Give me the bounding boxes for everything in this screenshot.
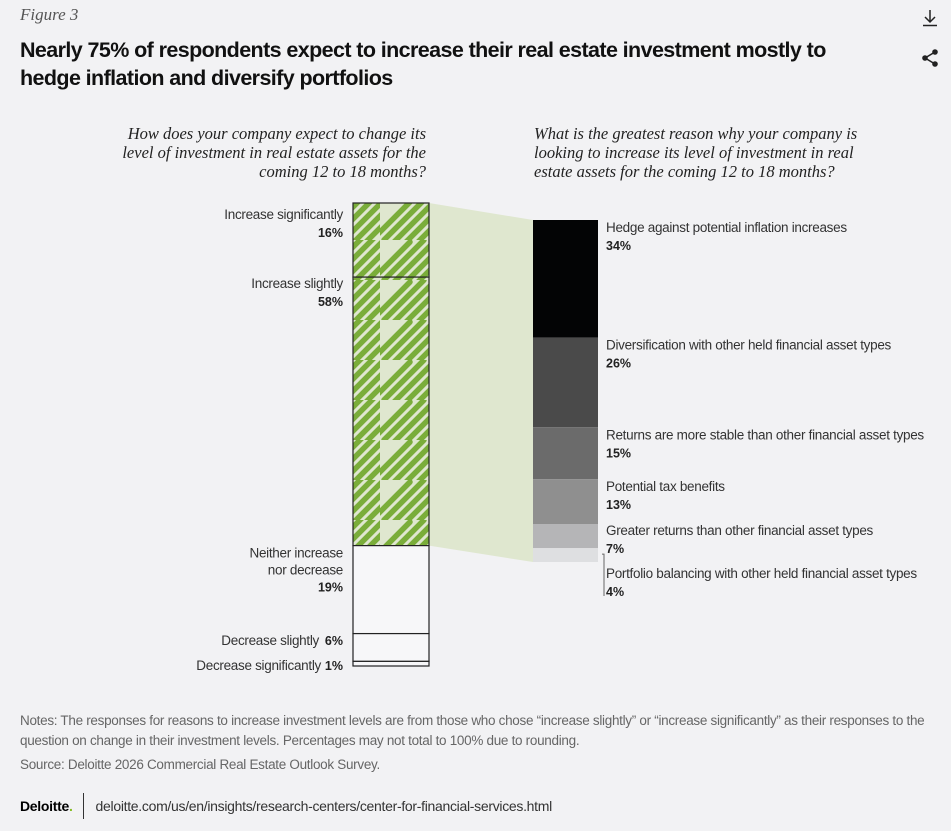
left-bar-segment-decrease-significantly (352, 660, 430, 667)
brand-name: Deloitte (20, 798, 69, 814)
source-text: Source: Deloitte 2026 Commercial Real Es… (20, 757, 380, 772)
left-label: Neither increase (250, 546, 344, 561)
leader-line (602, 553, 605, 596)
download-button[interactable] (918, 6, 942, 30)
notes-text: Notes: The responses for reasons to incr… (20, 713, 925, 748)
left-value: 58% (318, 295, 343, 309)
left-value: 6% (325, 634, 343, 648)
right-label: Portfolio balancing with other held fina… (606, 566, 917, 581)
left-label: nor decrease (268, 563, 343, 578)
left-bar-segment-increase-significantly (352, 202, 430, 278)
right-value: 15% (606, 446, 631, 460)
right-value: 13% (606, 498, 631, 512)
left-label: Decrease slightly (221, 633, 319, 648)
left-value: 1% (325, 659, 343, 673)
right-bar-segment-hedge-against-potential-inflation-increases (533, 220, 598, 338)
left-label: Decrease significantly (196, 658, 321, 673)
chart-canvas: Increase significantly 16% Increase slight… (196, 202, 925, 673)
brand-dot: . (68, 798, 73, 814)
figure-label: Figure 3 (20, 5, 79, 24)
left-bar-segment-decrease-slightly (352, 632, 430, 662)
right-label: Diversification with other held financia… (606, 337, 892, 352)
chart-title: Nearly 75% of respondents expect to incr… (20, 38, 826, 90)
footer-url-link[interactable]: deloitte.com/us/en/insights/research-cen… (95, 798, 553, 814)
right-value: 26% (606, 356, 631, 370)
left-bar-segment-neither-increase-nor-decrease (352, 545, 430, 635)
right-label: Hedge against potential inflation increa… (606, 220, 847, 235)
deloitte-logo: Deloitte. (20, 798, 73, 814)
right-bar-segment-returns-are-more-stable-than-other-financial-asset-types (533, 427, 598, 480)
right-bar-segment-diversification-with-other-held-financial-asset-types (533, 337, 598, 428)
connector-band (429, 203, 533, 562)
left-label: Increase significantly (224, 207, 343, 222)
left-question: How does your company expect to change i… (122, 124, 426, 181)
left-value: 16% (318, 226, 343, 240)
right-bar-segment-portfolio-balancing-with-other-held-financial-asset-types (533, 548, 598, 562)
share-icon (922, 49, 938, 67)
right-value: 7% (606, 542, 624, 556)
left-value: 19% (318, 581, 343, 595)
right-label: Potential tax benefits (606, 479, 725, 494)
left-label: Increase slightly (251, 276, 343, 291)
footer-divider (82, 793, 84, 819)
right-value: 34% (606, 239, 631, 253)
right-label: Returns are more stable than other finan… (606, 427, 924, 442)
right-bar-segment-potential-tax-benefits (533, 479, 598, 524)
right-question: What is the greatest reason why your com… (534, 124, 858, 181)
footer: Deloitte. deloitte.com/us/en/insights/re… (20, 793, 552, 819)
right-label: Greater returns than other financial ass… (606, 523, 874, 538)
right-bar-segment-greater-returns-than-other-financial-asset-types (533, 524, 598, 549)
right-value: 4% (606, 585, 624, 599)
download-icon (923, 10, 937, 27)
share-button[interactable] (918, 46, 942, 70)
left-bar-segment-increase-slightly (352, 276, 430, 547)
